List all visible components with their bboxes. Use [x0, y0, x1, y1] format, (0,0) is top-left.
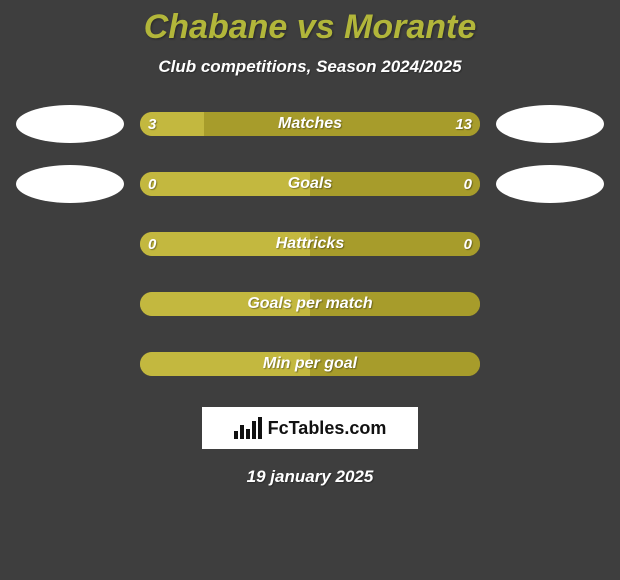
brand-badge: FcTables.com: [202, 407, 418, 449]
date-stamp: 19 january 2025: [0, 467, 620, 487]
stat-bar: Min per goal: [140, 352, 480, 376]
stat-label: Goals per match: [140, 292, 480, 316]
stat-bar: 313Matches: [140, 112, 480, 136]
stat-bar: 00Goals: [140, 172, 480, 196]
player-right-oval: [496, 105, 604, 143]
stat-row: Goals per match: [0, 285, 620, 323]
player-left-oval: [16, 105, 124, 143]
stat-bar: 00Hattricks: [140, 232, 480, 256]
page-title: Chabane vs Morante: [0, 0, 620, 47]
player-right-oval: [496, 165, 604, 203]
stat-bar: Goals per match: [140, 292, 480, 316]
stat-label: Matches: [140, 112, 480, 136]
stat-row: Min per goal: [0, 345, 620, 383]
stat-label: Min per goal: [140, 352, 480, 376]
stat-label: Hattricks: [140, 232, 480, 256]
chart-icon: [234, 417, 262, 439]
page-subtitle: Club competitions, Season 2024/2025: [0, 57, 620, 77]
stat-row: 00Hattricks: [0, 225, 620, 263]
stat-label: Goals: [140, 172, 480, 196]
stats-card: Chabane vs Morante Club competitions, Se…: [0, 0, 620, 580]
brand-text: FcTables.com: [268, 418, 387, 439]
stats-rows: 313Matches 00Goals 00Hattricks Goals per ma…: [0, 105, 620, 383]
player-left-oval: [16, 165, 124, 203]
stat-row: 313Matches: [0, 105, 620, 143]
stat-row: 00Goals: [0, 165, 620, 203]
